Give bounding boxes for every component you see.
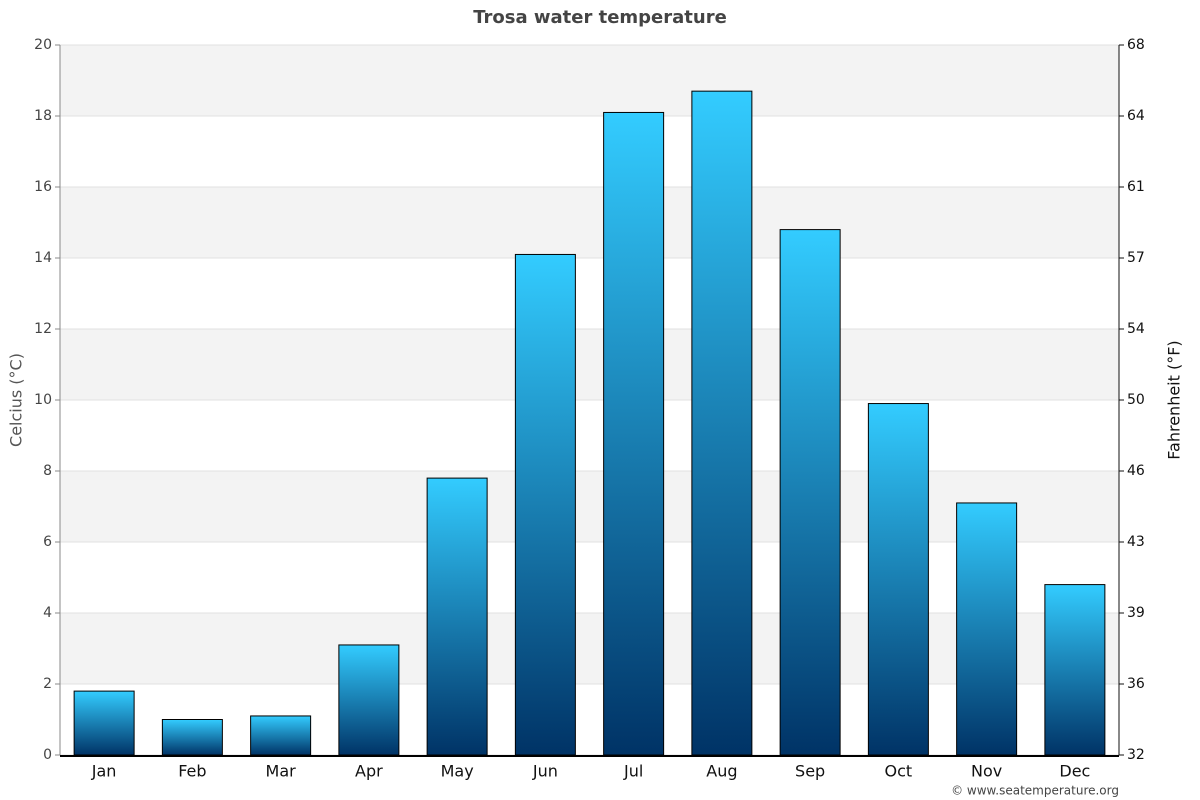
grid-bands (60, 45, 1119, 684)
y2-tick-label: 57 (1127, 250, 1145, 266)
bar (338, 644, 400, 756)
y-tick-label: 8 (43, 463, 52, 479)
x-tick-label: Oct (885, 762, 913, 781)
bar (514, 253, 576, 756)
y2-tick-label: 39 (1127, 605, 1145, 621)
y-tick-label: 18 (34, 108, 52, 124)
y-tick-label: 20 (34, 37, 52, 53)
bar (956, 502, 1018, 756)
y2-tick-label: 68 (1127, 37, 1145, 53)
grid-band (60, 187, 1119, 258)
y-tick-label: 14 (34, 250, 52, 266)
x-tick-label: Nov (971, 762, 1002, 781)
y2-tick-label: 64 (1127, 108, 1145, 124)
x-tick-label: Apr (355, 762, 383, 781)
bar (691, 90, 753, 756)
bar (1044, 584, 1106, 756)
x-tick-label: Mar (266, 762, 297, 781)
x-tick-label: Sep (795, 762, 825, 781)
y-tick-label: 2 (43, 676, 52, 692)
bar (73, 690, 135, 756)
x-tick-label: Jul (623, 762, 643, 781)
y-tick-label: 4 (43, 605, 52, 621)
credit: © www.seatemperature.org (951, 784, 1119, 798)
y2-tick-label: 50 (1127, 392, 1145, 408)
y-axis-label: Celcius (°C) (7, 353, 26, 447)
y-tick-label: 6 (43, 534, 52, 550)
x-tick-label: Dec (1059, 762, 1090, 781)
x-tick-label: Jan (91, 762, 117, 781)
y2-axis-label: Fahrenheit (°F) (1165, 340, 1184, 459)
y2-tick-label: 54 (1127, 321, 1145, 337)
y2-tick-label: 46 (1127, 463, 1145, 479)
y-tick-label: 10 (34, 392, 52, 408)
y2-tick-label: 43 (1127, 534, 1145, 550)
bar (867, 403, 929, 756)
bar (426, 477, 488, 756)
x-tick-label: Feb (178, 762, 206, 781)
x-tick-label: Aug (706, 762, 737, 781)
bar (779, 229, 841, 756)
y-tick-label: 12 (34, 321, 52, 337)
grid-band (60, 45, 1119, 116)
grid-band (60, 471, 1119, 542)
x-tick-label: Jun (532, 762, 558, 781)
bar (603, 111, 665, 756)
x-tick-label: May (441, 762, 474, 781)
chart-title: Trosa water temperature (473, 7, 727, 28)
bar (161, 719, 223, 756)
y2-tick-label: 36 (1127, 676, 1145, 692)
y-tick-label: 0 (43, 747, 52, 763)
grid-band (60, 613, 1119, 684)
grid-band (60, 329, 1119, 400)
y2-tick-label: 61 (1127, 179, 1145, 195)
y-tick-label: 16 (34, 179, 52, 195)
bar (250, 715, 312, 756)
y2-tick-label: 32 (1127, 747, 1145, 763)
